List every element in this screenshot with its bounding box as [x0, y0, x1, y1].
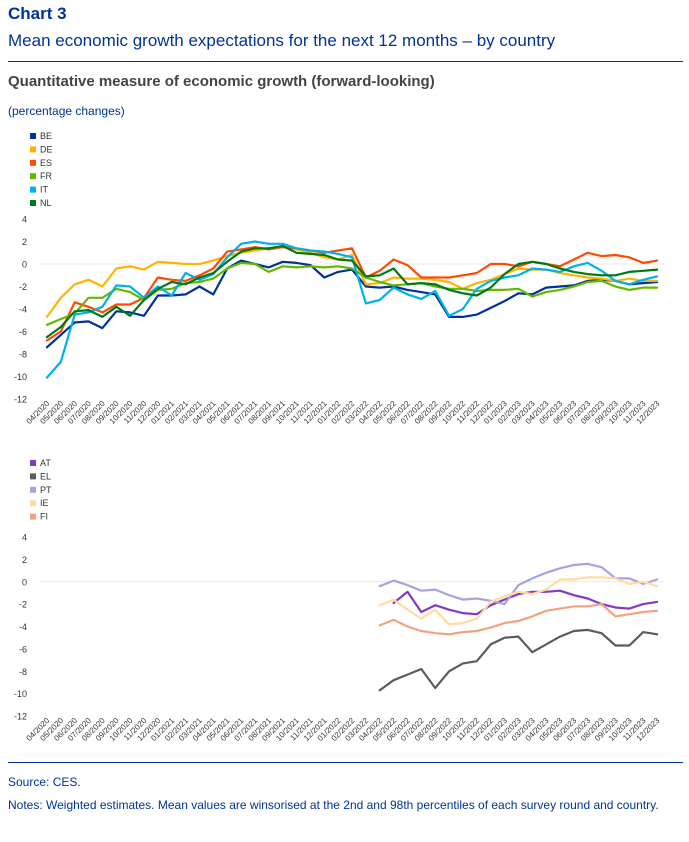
- legend-swatch: [30, 200, 36, 206]
- y-tick-label: -2: [19, 282, 27, 292]
- y-tick-label: -10: [14, 689, 27, 699]
- legend-label: EL: [40, 471, 51, 481]
- y-tick-label: -4: [19, 622, 27, 632]
- series-line-it: [45, 240, 659, 379]
- legend-label: ES: [40, 158, 52, 168]
- chart-panel-bottom: ATELPTIEFI-12-10-8-6-4-202404/202005/202…: [14, 458, 664, 743]
- bottom-rule: [8, 762, 683, 763]
- legend-swatch: [30, 173, 36, 180]
- y-tick-label: 4: [22, 533, 27, 543]
- legend-label: NL: [40, 198, 52, 208]
- y-tick-label: 4: [22, 215, 27, 225]
- chart-title: Mean economic growth expectations for th…: [8, 31, 556, 50]
- unit-label: (percentage changes): [8, 104, 125, 118]
- legend-label: FR: [40, 171, 52, 181]
- legend-label: IT: [40, 185, 49, 195]
- y-tick-label: -2: [19, 600, 27, 610]
- notes-text: Notes: Weighted estimates. Mean values a…: [8, 798, 659, 812]
- top-rule: [8, 61, 683, 62]
- legend-swatch: [30, 186, 36, 193]
- y-tick-label: -6: [19, 327, 27, 337]
- y-tick-label: -12: [14, 712, 27, 722]
- legend-swatch: [30, 460, 36, 466]
- series-line-pt: [378, 562, 659, 606]
- legend-swatch: [30, 159, 36, 166]
- source-note: Source: CES.: [8, 775, 81, 789]
- legend-swatch: [30, 133, 36, 139]
- legend-label: IE: [40, 498, 49, 508]
- y-tick-label: 2: [22, 555, 27, 565]
- y-tick-label: 0: [22, 260, 27, 270]
- legend-label: PT: [40, 485, 52, 495]
- y-tick-label: -4: [19, 305, 27, 315]
- y-tick-label: -12: [14, 395, 27, 405]
- series-line-nl: [45, 244, 659, 339]
- legend-label: BE: [40, 131, 52, 141]
- legend-label: FI: [40, 512, 48, 522]
- y-tick-label: 0: [22, 577, 27, 587]
- legend-swatch: [30, 486, 36, 493]
- series-line-el: [378, 628, 659, 692]
- y-tick-label: -10: [14, 372, 27, 382]
- legend-swatch: [30, 513, 36, 520]
- series-line-ie: [378, 576, 659, 626]
- y-tick-label: -8: [19, 667, 27, 677]
- y-tick-label: -6: [19, 644, 27, 654]
- legend-swatch: [30, 500, 36, 507]
- chart-label: Chart 3: [8, 4, 67, 23]
- series-line-fi: [378, 603, 659, 636]
- chart-panel-top: BEDEESFRITNL-12-10-8-6-4-202404/202005/2…: [14, 131, 664, 426]
- legend-label: DE: [40, 144, 53, 154]
- legend-swatch: [30, 473, 36, 480]
- y-tick-label: 2: [22, 237, 27, 247]
- legend-label: AT: [40, 458, 51, 468]
- legend-swatch: [30, 146, 36, 153]
- series-line-es: [45, 246, 659, 342]
- y-tick-label: -8: [19, 350, 27, 360]
- chart-subtitle: Quantitative measure of economic growth …: [8, 73, 435, 90]
